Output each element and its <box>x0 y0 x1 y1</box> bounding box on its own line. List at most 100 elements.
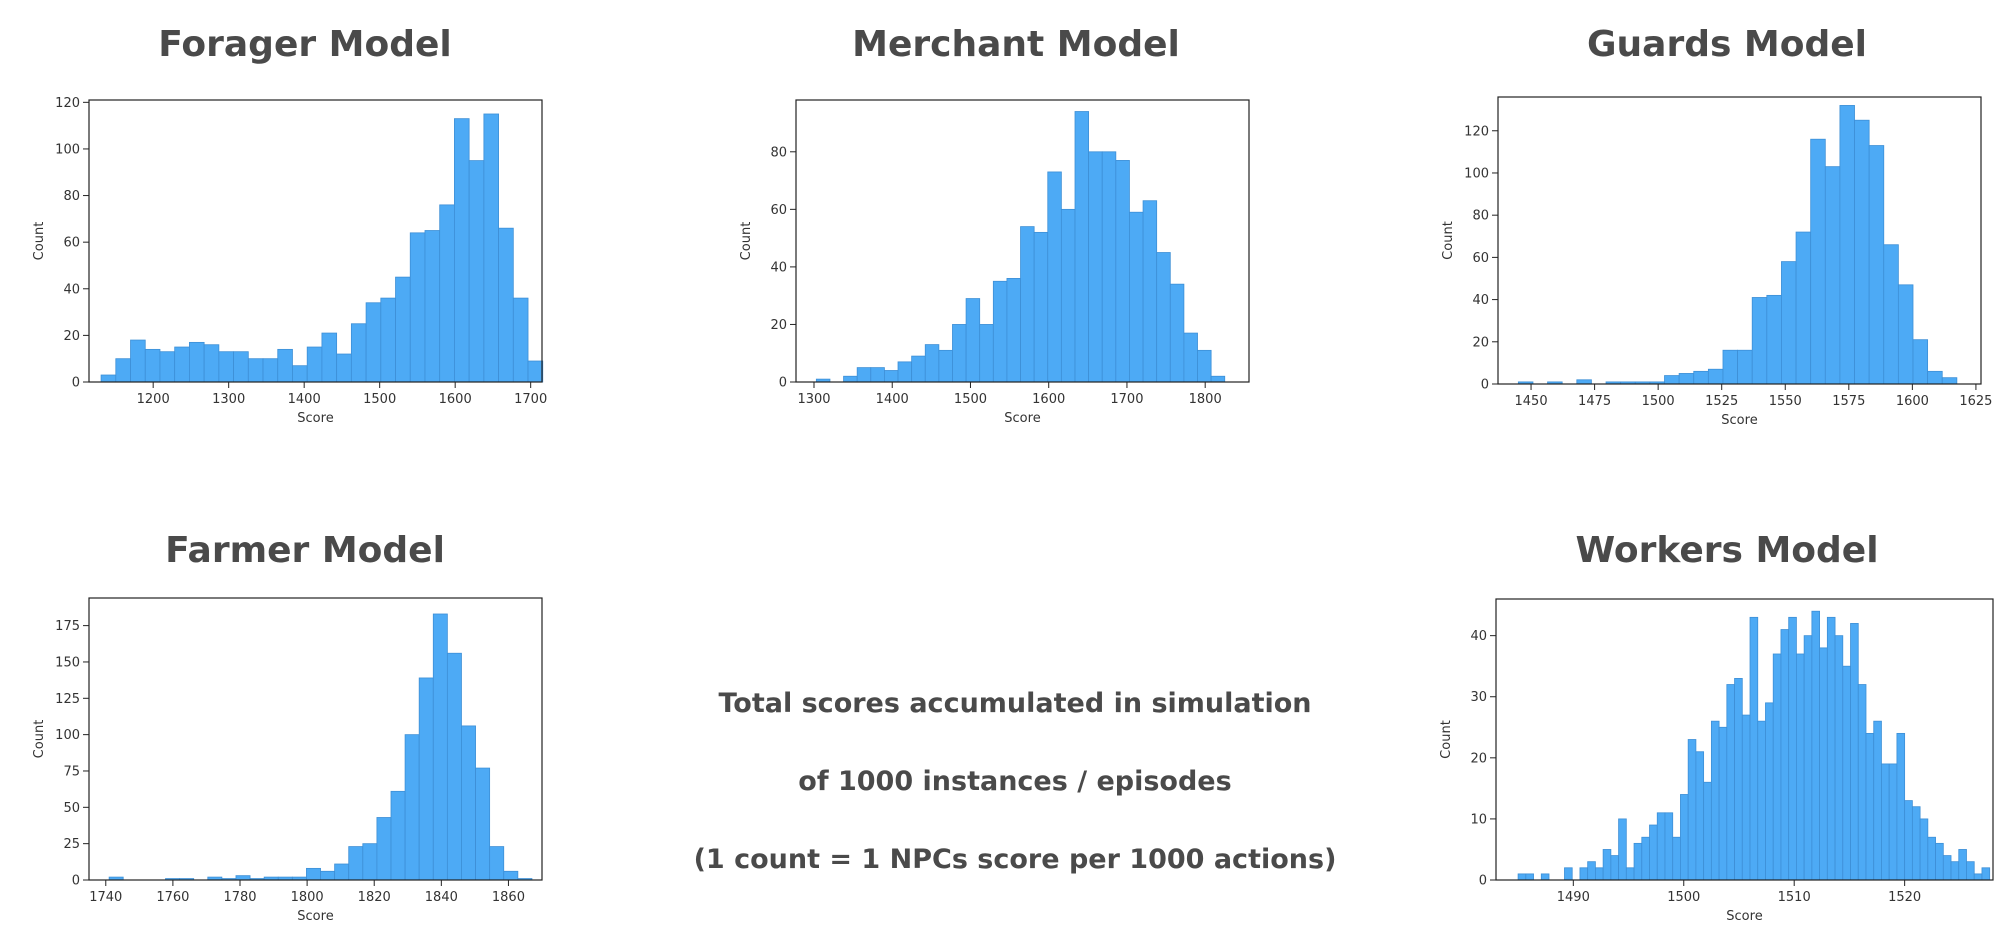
histogram-bar <box>1142 200 1158 383</box>
histogram-bar <box>1060 208 1076 383</box>
histogram-bar <box>1625 867 1635 881</box>
histogram-bar <box>321 332 338 383</box>
workers-title: Workers Model <box>1575 530 1879 571</box>
x-axis-label: Score <box>1004 411 1040 426</box>
histogram-bar <box>159 351 176 383</box>
histogram-bar <box>1883 244 1899 385</box>
histogram-bar <box>1183 332 1198 383</box>
plot-frame <box>1497 96 1982 385</box>
histogram-bar <box>1810 138 1826 385</box>
farmer-title: Farmer Model <box>165 530 445 571</box>
histogram-bar <box>1718 726 1728 881</box>
histogram-bar <box>938 349 953 383</box>
histogram-bar <box>498 227 514 383</box>
guards-title: Guards Model <box>1586 24 1868 65</box>
histogram-bar <box>446 652 462 881</box>
histogram-bar <box>1839 105 1855 385</box>
x-axis-label: Score <box>1726 909 1762 924</box>
histogram-bar <box>965 298 981 383</box>
histogram-bar <box>1857 684 1867 881</box>
y-tick-label: 75 <box>63 764 80 779</box>
histogram-bar <box>1935 842 1944 881</box>
histogram-bar <box>165 878 180 881</box>
x-tick-label: 1500 <box>1642 394 1675 409</box>
y-tick-label: 80 <box>770 145 787 160</box>
x-tick-label: 1500 <box>363 392 396 407</box>
histogram-bar <box>1897 284 1914 385</box>
histogram-bar <box>1587 861 1596 881</box>
histogram-bar <box>1101 151 1117 383</box>
y-tick-label: 40 <box>63 282 80 297</box>
y-tick-label: 60 <box>63 236 80 251</box>
x-tick-label: 1200 <box>137 392 170 407</box>
histogram-bar <box>1678 373 1695 385</box>
x-tick-label: 1500 <box>1667 890 1700 905</box>
histogram-bar <box>365 302 382 383</box>
histogram-bar <box>1672 836 1681 881</box>
y-tick-label: 0 <box>1479 874 1487 889</box>
histogram-bar <box>856 367 872 383</box>
histogram-bar <box>1757 720 1766 881</box>
histogram-bar <box>1047 171 1062 383</box>
histogram-bar <box>1517 381 1534 385</box>
histogram-bar <box>291 876 307 881</box>
histogram-bar <box>1610 855 1619 881</box>
y-tick-label: 100 <box>1464 166 1489 181</box>
x-tick-label: 1820 <box>358 890 391 905</box>
y-tick-label: 80 <box>63 189 80 204</box>
x-tick-label: 1625 <box>1959 394 1992 409</box>
histogram-bar <box>1703 781 1712 881</box>
y-axis-label: Count <box>32 222 47 261</box>
y-tick-label: 100 <box>55 142 80 157</box>
histogram-bar <box>249 878 265 881</box>
histogram-bar <box>517 878 533 881</box>
histogram-bar <box>1664 812 1674 881</box>
histogram-bar <box>1540 873 1550 881</box>
y-tick-label: 0 <box>72 874 80 889</box>
y-tick-label: 125 <box>55 692 80 707</box>
y-tick-label: 100 <box>55 728 80 743</box>
x-tick-label: 1800 <box>1189 392 1222 407</box>
y-tick-label: 120 <box>55 96 80 111</box>
histogram-bar <box>870 367 885 383</box>
y-tick-label: 0 <box>1481 378 1489 393</box>
histogram-bar <box>475 767 491 881</box>
x-tick-label: 1525 <box>1705 394 1738 409</box>
x-tick-label: 1760 <box>156 890 189 905</box>
histogram-bar <box>115 358 131 383</box>
histogram-bar <box>1517 873 1527 881</box>
x-tick-label: 1800 <box>291 890 324 905</box>
histogram-bar <box>432 613 448 881</box>
histogram-bar <box>418 677 434 881</box>
y-tick-label: 80 <box>1472 209 1489 224</box>
histogram-bar <box>1958 849 1967 881</box>
histogram-bar <box>1210 375 1226 383</box>
histogram-bar <box>992 280 1008 383</box>
histogram-bar <box>376 817 392 881</box>
histogram-bar <box>1973 873 1983 881</box>
histogram-bar <box>911 355 926 383</box>
histogram-bar <box>179 878 195 881</box>
histogram-bar <box>1927 370 1943 385</box>
histogram-bar <box>1927 836 1936 881</box>
histogram-bar <box>1695 751 1705 881</box>
histogram-bar <box>1664 375 1680 385</box>
histogram-bar <box>1710 720 1720 881</box>
histogram-bar <box>362 843 378 881</box>
histogram-bar <box>334 863 350 881</box>
histogram-bar <box>1868 145 1885 385</box>
histogram-bar <box>1634 381 1651 385</box>
forager-title: Forager Model <box>158 24 452 65</box>
histogram-bar <box>1819 647 1828 881</box>
histogram-bar <box>130 339 146 383</box>
histogram-bar <box>277 876 293 881</box>
histogram-bar <box>1873 720 1882 881</box>
plot-frame <box>795 99 1250 383</box>
y-tick-label: 25 <box>63 837 80 852</box>
y-tick-label: 60 <box>1472 251 1489 266</box>
histogram-bar <box>1912 339 1929 385</box>
y-tick-label: 0 <box>72 376 80 391</box>
histogram-bar <box>1896 732 1906 881</box>
histogram-bar <box>1780 629 1790 881</box>
